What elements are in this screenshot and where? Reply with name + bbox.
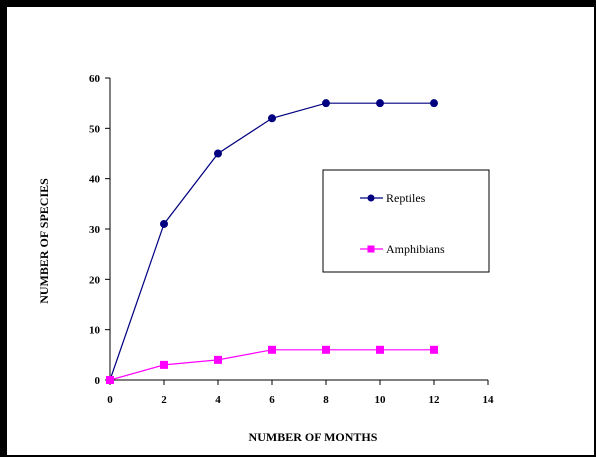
y-tick-label: 0 xyxy=(95,375,101,387)
legend-label-reptiles: Reptiles xyxy=(386,191,426,205)
legend-entries: Reptiles Amphibians xyxy=(360,191,445,256)
legend-marker-amphibians xyxy=(367,245,375,253)
x-tick-label: 6 xyxy=(269,394,275,406)
data-point-amphibians xyxy=(214,355,222,364)
y-tick-label: 30 xyxy=(89,224,101,236)
y-tick-label: 20 xyxy=(89,274,101,286)
data-point-reptiles xyxy=(214,149,222,158)
legend-marker-reptiles xyxy=(367,194,375,202)
data-point-reptiles xyxy=(430,99,438,108)
x-axis-title: NUMBER OF MONTHS xyxy=(249,430,378,444)
data-point-reptiles xyxy=(376,99,384,108)
data-point-amphibians xyxy=(430,345,438,354)
y-tick-label: 50 xyxy=(89,123,101,135)
series-layer xyxy=(106,99,438,384)
x-tick-label: 0 xyxy=(107,394,113,406)
legend: Reptiles Amphibians xyxy=(322,169,490,273)
y-tick-label: 10 xyxy=(89,325,101,337)
y-tick-label: 40 xyxy=(89,174,101,186)
x-tick-label: 14 xyxy=(483,394,495,406)
series-line-amphibians xyxy=(109,349,434,381)
legend-label-amphibians: Amphibians xyxy=(386,242,445,256)
data-point-amphibians xyxy=(322,345,330,354)
x-tick-labels: 0 2 4 6 8 10 12 14 xyxy=(107,394,494,406)
data-point-amphibians xyxy=(268,345,276,354)
x-tick-label: 4 xyxy=(215,394,221,406)
x-tick-label: 12 xyxy=(429,394,441,406)
data-point-reptiles xyxy=(160,219,168,228)
x-tick-label: 10 xyxy=(375,394,387,406)
data-point-amphibians xyxy=(160,360,168,369)
legend-box xyxy=(322,169,490,273)
data-point-reptiles xyxy=(268,114,276,123)
y-axis-title: NUMBER OF SPECIES xyxy=(37,178,51,304)
data-point-amphibians xyxy=(376,345,384,354)
x-tick-label: 2 xyxy=(161,394,167,406)
data-point-amphibians xyxy=(106,376,114,384)
x-tick-label: 8 xyxy=(323,394,329,406)
y-tick-label: 60 xyxy=(89,73,101,85)
y-tick-labels: 0 10 20 30 40 50 60 xyxy=(89,73,101,387)
data-point-reptiles xyxy=(322,99,330,108)
